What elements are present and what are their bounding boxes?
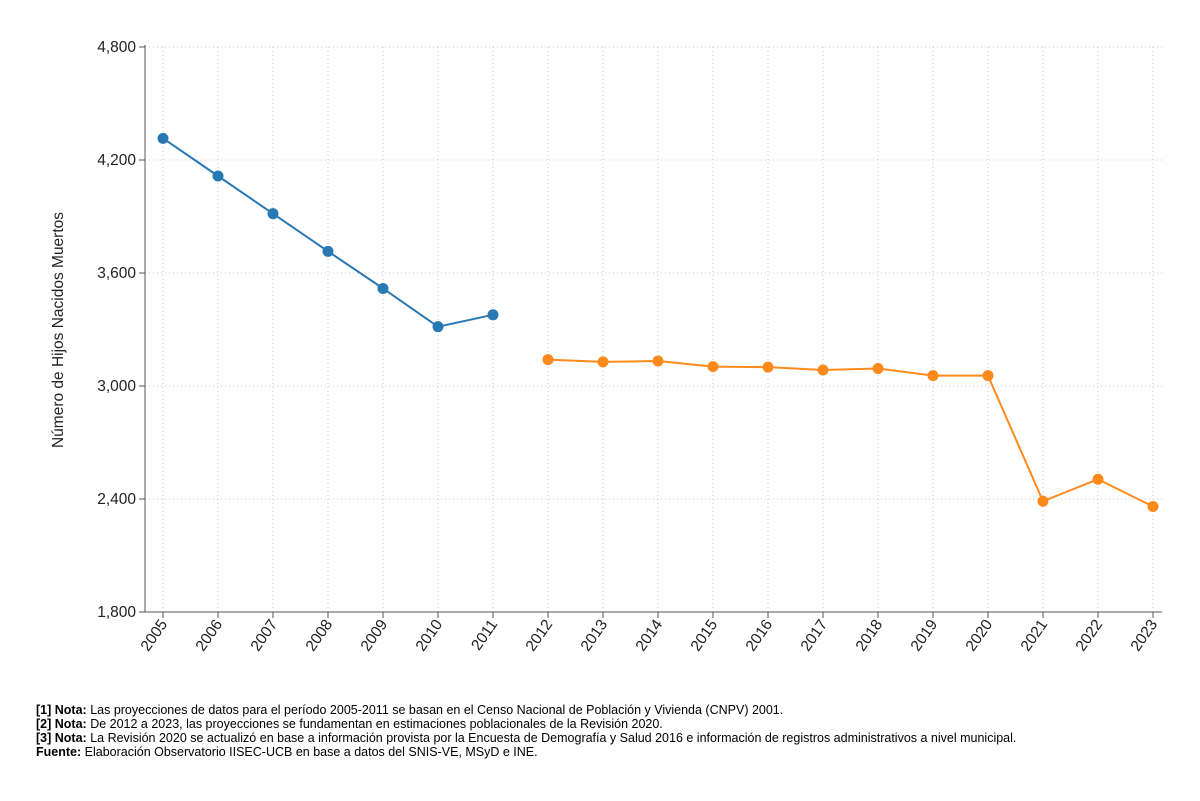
grid-lines [145,46,1162,612]
x-tick-label: 2021 [1018,617,1052,655]
x-tick-label: 2008 [303,617,337,655]
data-point [377,282,389,294]
data-point [982,370,994,382]
x-tick-label: 2020 [963,616,997,654]
x-tick-label: 2022 [1073,617,1107,655]
note-2: [2] Nota: De 2012 a 2023, las proyeccion… [36,717,1016,731]
x-tick-label: 2016 [743,617,777,655]
data-point [597,356,609,368]
data-point [652,355,664,367]
data-point [1037,495,1049,507]
y-tick-label: 4,800 [97,39,136,56]
data-point [927,370,939,382]
data-point [212,170,224,182]
data-point [432,321,444,333]
x-tick-label: 2017 [798,617,832,655]
note-2-text: De 2012 a 2023, las proyecciones se fund… [90,717,663,731]
x-tick-label: 2010 [413,616,447,654]
x-tick-label: 2015 [688,617,722,655]
footnotes: [1] Nota: Las proyecciones de datos para… [36,703,1016,759]
y-tick-label: 3,000 [97,378,136,395]
note-1-text: Las proyecciones de datos para el períod… [90,703,784,717]
x-tick-label: 2005 [138,617,172,655]
note-3-label: [3] Nota: [36,731,87,745]
y-tick-label: 1,800 [97,604,136,621]
x-tick-label: 2006 [193,617,227,655]
y-tick-label: 2,400 [97,491,136,508]
series-line-1 [162,137,494,328]
y-tick-label: 4,200 [97,152,136,169]
data-point [267,208,279,220]
source-text: Elaboración Observatorio IISEC-UCB en ba… [84,745,538,759]
x-tick-label: 2014 [633,616,667,654]
data-point [762,361,774,373]
x-tick-label: 2018 [853,617,887,655]
data-point [157,132,169,144]
data-series [157,132,1159,513]
x-tick-label: 2013 [578,617,612,655]
y-axis-label: Número de Hijos Nacidos Muertos [50,212,67,448]
data-point [1147,501,1159,513]
axes: 1,800 2,400 3,000 3,600 4,200 4,800 2005 2006 20… [97,39,1162,655]
x-tick-label: 2023 [1128,617,1162,655]
note-1: [1] Nota: Las proyecciones de datos para… [36,703,1016,717]
note-3-text: La Revisión 2020 se actualizó en base a … [90,731,1017,745]
x-tick-label: 2012 [523,617,557,655]
x-tick-label: 2007 [248,617,282,655]
data-point [872,362,884,374]
x-tick-label: 2009 [358,617,392,655]
line-chart: 1,800 2,400 3,000 3,600 4,200 4,800 2005 2006 20… [50,39,1162,655]
x-tick-label: 2011 [468,617,501,654]
note-2-label: [2] Nota: [36,717,87,731]
note-3: [3] Nota: La Revisión 2020 se actualizó … [36,731,1016,745]
data-point [817,364,829,376]
series-line-2 [547,358,1154,508]
data-point [707,361,719,373]
source-label: Fuente: [36,745,82,759]
data-point [322,245,334,257]
note-1-label: [1] Nota: [36,703,87,717]
data-point [1092,473,1104,485]
y-tick-label: 3,600 [97,265,136,282]
source-note: Fuente: Elaboración Observatorio IISEC-U… [36,745,1016,759]
data-point [542,354,554,366]
x-tick-label: 2019 [908,617,942,655]
data-point [487,309,499,321]
